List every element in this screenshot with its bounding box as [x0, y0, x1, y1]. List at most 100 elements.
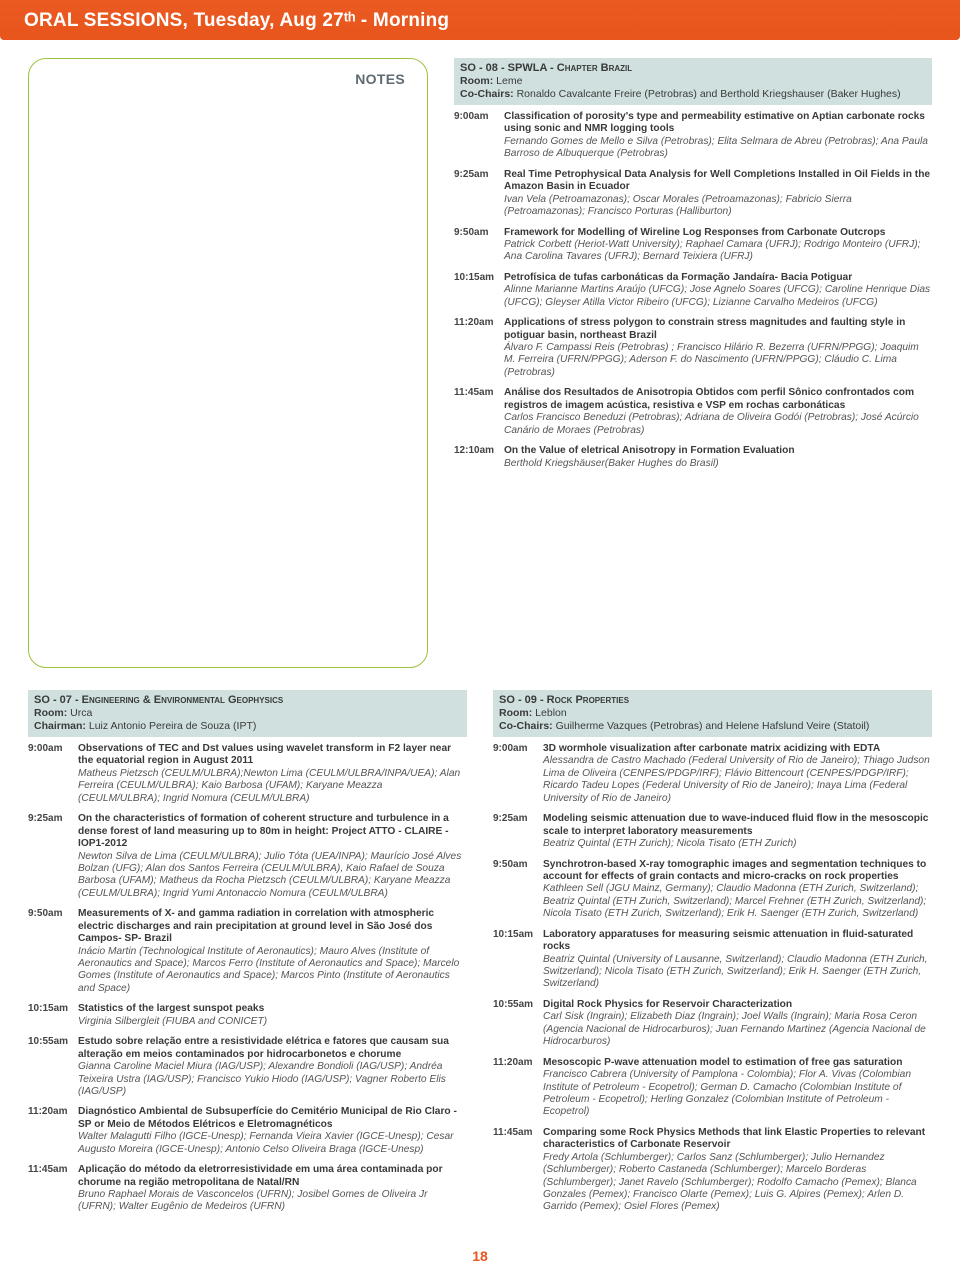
entry-title: Applications of stress polygon to constr… — [504, 317, 932, 342]
session-title: SO - 09 - Rock Properties — [499, 694, 926, 707]
schedule-entry: 10:15amStatistics of the largest sunspot… — [28, 1003, 467, 1028]
entry-title: Laboratory apparatuses for measuring sei… — [543, 929, 932, 954]
entry-body: 3D wormhole visualization after carbonat… — [543, 743, 932, 805]
chairs-label: Chairman: — [34, 720, 86, 732]
entry-time: 10:15am — [454, 272, 504, 309]
entry-time: 10:55am — [493, 999, 543, 1049]
entry-body: Real Time Petrophysical Data Analysis fo… — [504, 169, 932, 219]
entry-body: On the Value of eletrical Anisotropy in … — [504, 445, 932, 470]
schedule-entry: 9:50amFramework for Modelling of Wirelin… — [454, 227, 932, 264]
room-name: Urca — [70, 707, 92, 719]
entry-authors: Ivan Vela (Petroamazonas); Oscar Morales… — [504, 194, 932, 219]
notes-box: NOTES — [28, 58, 428, 668]
chairs-names: Guilherme Vazques (Petrobras) and Helene… — [556, 720, 870, 732]
entry-authors: Fernando Gomes de Mello e Silva (Petrobr… — [504, 136, 932, 161]
bottom-row: SO - 07 - Engineering & Environmental Ge… — [28, 690, 932, 1222]
entry-authors: Beatriz Quintal (ETH Zurich); Nicola Tis… — [543, 838, 932, 850]
room-name: Leblon — [535, 707, 567, 719]
entry-authors: Alessandra de Castro Machado (Federal Un… — [543, 755, 932, 805]
session-07: SO - 07 - Engineering & Environmental Ge… — [28, 690, 467, 1222]
schedule-entry: 9:50amMeasurements of X- and gamma radia… — [28, 908, 467, 995]
schedule-entry: 11:45amAplicação do método da eletrorres… — [28, 1164, 467, 1214]
entry-body: Observations of TEC and Dst values using… — [78, 743, 467, 805]
entry-time: 11:45am — [493, 1127, 543, 1214]
chairs-names: Luiz Antonio Pereira de Souza (IPT) — [89, 720, 257, 732]
entry-body: Classification of porosity's type and pe… — [504, 111, 932, 161]
entry-time: 12:10am — [454, 445, 504, 470]
entry-title: Diagnóstico Ambiental de Subsuperfície d… — [78, 1106, 467, 1131]
chairs-names: Ronaldo Cavalcante Freire (Petrobras) an… — [517, 88, 901, 100]
entry-time: 9:00am — [493, 743, 543, 805]
session-room: Room: Leme — [460, 75, 926, 88]
entry-title: Synchrotron-based X-ray tomographic imag… — [543, 859, 932, 884]
entry-body: On the characteristics of formation of c… — [78, 813, 467, 900]
chairs-label: Co-Chairs: — [460, 88, 514, 100]
entry-authors: Inácio Martin (Technological Institute o… — [78, 946, 467, 996]
entry-title: Petrofísica de tufas carbonáticas da For… — [504, 272, 932, 284]
entry-body: Análise dos Resultados de Anisotropia Ob… — [504, 387, 932, 437]
session-entries: 9:00amObservations of TEC and Dst values… — [28, 743, 467, 1214]
entry-authors: Fredy Artola (Schlumberger); Carlos Sanz… — [543, 1152, 932, 1214]
session-chairs: Co-Chairs: Guilherme Vazques (Petrobras)… — [499, 720, 926, 733]
entry-time: 11:20am — [28, 1106, 78, 1156]
entry-title: Análise dos Resultados de Anisotropia Ob… — [504, 387, 932, 412]
entry-time: 9:00am — [454, 111, 504, 161]
session-entries: 9:00amClassification of porosity's type … — [454, 111, 932, 470]
entry-time: 10:55am — [28, 1036, 78, 1098]
page-header: ORAL SESSIONS, Tuesday, Aug 27ᵗʰ - Morni… — [0, 0, 960, 40]
schedule-entry: 9:25amOn the characteristics of formatio… — [28, 813, 467, 900]
schedule-entry: 9:00amObservations of TEC and Dst values… — [28, 743, 467, 805]
session-room: Room: Leblon — [499, 707, 926, 720]
session-head: SO - 09 - Rock Properties Room: Leblon C… — [493, 690, 932, 737]
entry-body: Mesoscopic P-wave attenuation model to e… — [543, 1057, 932, 1119]
room-label: Room: — [460, 75, 493, 87]
entry-body: Aplicação do método da eletrorresistivid… — [78, 1164, 467, 1214]
entry-title: Framework for Modelling of Wireline Log … — [504, 227, 932, 239]
entry-time: 11:45am — [454, 387, 504, 437]
schedule-entry: 11:45amComparing some Rock Physics Metho… — [493, 1127, 932, 1214]
entry-title: Modeling seismic attenuation due to wave… — [543, 813, 932, 838]
entry-authors: Bruno Raphael Morais de Vasconcelos (UFR… — [78, 1189, 467, 1214]
entry-body: Measurements of X- and gamma radiation i… — [78, 908, 467, 995]
entry-title: Measurements of X- and gamma radiation i… — [78, 908, 467, 945]
entry-time: 10:15am — [493, 929, 543, 991]
page-number: 18 — [28, 1222, 932, 1278]
entry-title: Observations of TEC and Dst values using… — [78, 743, 467, 768]
entry-body: Laboratory apparatuses for measuring sei… — [543, 929, 932, 991]
entry-time: 9:50am — [454, 227, 504, 264]
entry-authors: Newton Silva de Lima (CEULM/ULBRA); Juli… — [78, 851, 467, 901]
schedule-entry: 12:10amOn the Value of eletrical Anisotr… — [454, 445, 932, 470]
entry-title: On the characteristics of formation of c… — [78, 813, 467, 850]
entry-time: 9:25am — [454, 169, 504, 219]
entry-body: Estudo sobre relação entre a resistivida… — [78, 1036, 467, 1098]
entry-authors: Carlos Francisco Beneduzi (Petrobras); A… — [504, 412, 932, 437]
session-title: SO - 07 - Engineering & Environmental Ge… — [34, 694, 461, 707]
entry-title: On the Value of eletrical Anisotropy in … — [504, 445, 932, 457]
session-head: SO - 07 - Engineering & Environmental Ge… — [28, 690, 467, 737]
entry-body: Synchrotron-based X-ray tomographic imag… — [543, 859, 932, 921]
schedule-entry: 9:00am3D wormhole visualization after ca… — [493, 743, 932, 805]
entry-title: Comparing some Rock Physics Methods that… — [543, 1127, 932, 1152]
session-title: SO - 08 - SPWLA - Chapter Brazil — [460, 62, 926, 75]
entry-authors: Walter Malagutti Filho (IGCE-Unesp); Fer… — [78, 1131, 467, 1156]
schedule-entry: 10:15amPetrofísica de tufas carbonáticas… — [454, 272, 932, 309]
entry-time: 11:45am — [28, 1164, 78, 1214]
entry-body: Applications of stress polygon to constr… — [504, 317, 932, 379]
schedule-entry: 10:55amDigital Rock Physics for Reservoi… — [493, 999, 932, 1049]
session-entries: 9:00am3D wormhole visualization after ca… — [493, 743, 932, 1214]
entry-body: Statistics of the largest sunspot peaksV… — [78, 1003, 467, 1028]
session-08: SO - 08 - SPWLA - Chapter Brazil Room: L… — [454, 58, 932, 668]
entry-authors: Matheus Pietzsch (CEULM/ULBRA);Newton Li… — [78, 768, 467, 805]
session-room: Room: Urca — [34, 707, 461, 720]
chairs-label: Co-Chairs: — [499, 720, 553, 732]
entry-time: 11:20am — [493, 1057, 543, 1119]
entry-time: 9:25am — [493, 813, 543, 850]
entry-body: Petrofísica de tufas carbonáticas da For… — [504, 272, 932, 309]
entry-title: Classification of porosity's type and pe… — [504, 111, 932, 136]
schedule-entry: 9:25amModeling seismic attenuation due t… — [493, 813, 932, 850]
entry-authors: Alinne Marianne Martins Araújo (UFCG); J… — [504, 284, 932, 309]
entry-authors: Patrick Corbett (Heriot-Watt University)… — [504, 239, 932, 264]
notes-label: NOTES — [29, 59, 427, 87]
session-chairs: Co-Chairs: Ronaldo Cavalcante Freire (Pe… — [460, 88, 926, 101]
schedule-entry: 9:50amSynchrotron-based X-ray tomographi… — [493, 859, 932, 921]
